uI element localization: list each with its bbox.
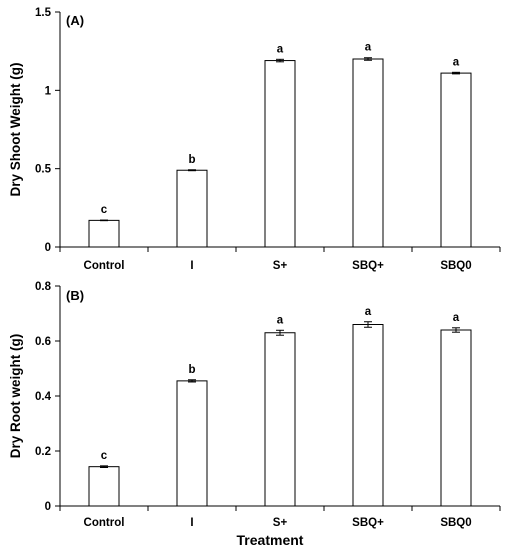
bar	[88, 466, 120, 507]
bar	[440, 72, 472, 248]
significance-letter: b	[188, 154, 195, 166]
y-tick-label: 1.5	[35, 7, 52, 19]
bar	[352, 58, 384, 248]
x-tick-label: SBQ0	[440, 517, 471, 529]
x-axis-label: Treatment	[237, 532, 304, 548]
x-tick-label: S+	[273, 517, 288, 529]
error-bar	[364, 57, 372, 61]
x-tick-label: Control	[84, 260, 125, 272]
y-tick-label: 0	[45, 501, 51, 513]
significance-letter: a	[277, 314, 284, 326]
x-tick-label: Control	[84, 517, 125, 529]
y-tick-label: 0.5	[35, 164, 52, 176]
bar	[352, 324, 384, 507]
error-bar	[100, 219, 108, 222]
error-bar	[188, 379, 196, 383]
error-bar	[100, 465, 108, 468]
x-tick-label: I	[190, 517, 193, 529]
x-tick-label: SBQ+	[352, 260, 384, 272]
significance-letter: a	[453, 56, 460, 68]
panel-label: (B)	[66, 288, 84, 303]
x-tick-label: SBQ0	[440, 260, 471, 272]
y-tick-label: 0	[45, 242, 51, 254]
y-axis-label: Dry Shoot Weight (g)	[8, 63, 23, 197]
bar	[88, 219, 120, 248]
significance-letter: b	[188, 364, 195, 376]
significance-letter: c	[101, 450, 108, 462]
x-tick-label: I	[190, 260, 193, 272]
y-tick-label: 0.6	[35, 336, 51, 348]
x-tick-label: S+	[273, 260, 288, 272]
bar	[264, 332, 296, 507]
significance-letter: a	[365, 306, 372, 318]
y-tick-label: 0.4	[35, 391, 52, 403]
bar	[176, 169, 208, 248]
significance-letter: a	[365, 42, 372, 54]
significance-letter: c	[101, 204, 108, 216]
y-tick-label: 0.2	[35, 446, 51, 458]
y-tick-label: 0.8	[35, 281, 52, 293]
error-bar	[276, 329, 284, 336]
chart-panel-a: 0 0.5 1 1.5 c Control b Ia S+ a SBQ+ a SBQ0 (A) Dry Sh…	[8, 7, 501, 272]
error-bar	[364, 321, 372, 328]
error-bar	[188, 169, 196, 172]
error-bar	[276, 58, 284, 63]
error-bar	[452, 327, 460, 333]
chart-panel-b: 0 0.2 0.4 0.6 0.8 c Control b Ia S+ a SBQ+ a SBQ0 (B) D…	[8, 281, 501, 548]
significance-letter: a	[277, 43, 284, 55]
bar	[440, 329, 472, 507]
y-axis-label: Dry Root weight (g)	[8, 334, 23, 459]
error-bar	[452, 71, 460, 75]
y-tick-label: 1	[45, 85, 52, 97]
bar	[264, 60, 296, 248]
panel-label: (A)	[66, 13, 84, 28]
significance-letter: a	[453, 312, 460, 324]
x-tick-label: SBQ+	[352, 517, 384, 529]
bar	[176, 380, 208, 507]
